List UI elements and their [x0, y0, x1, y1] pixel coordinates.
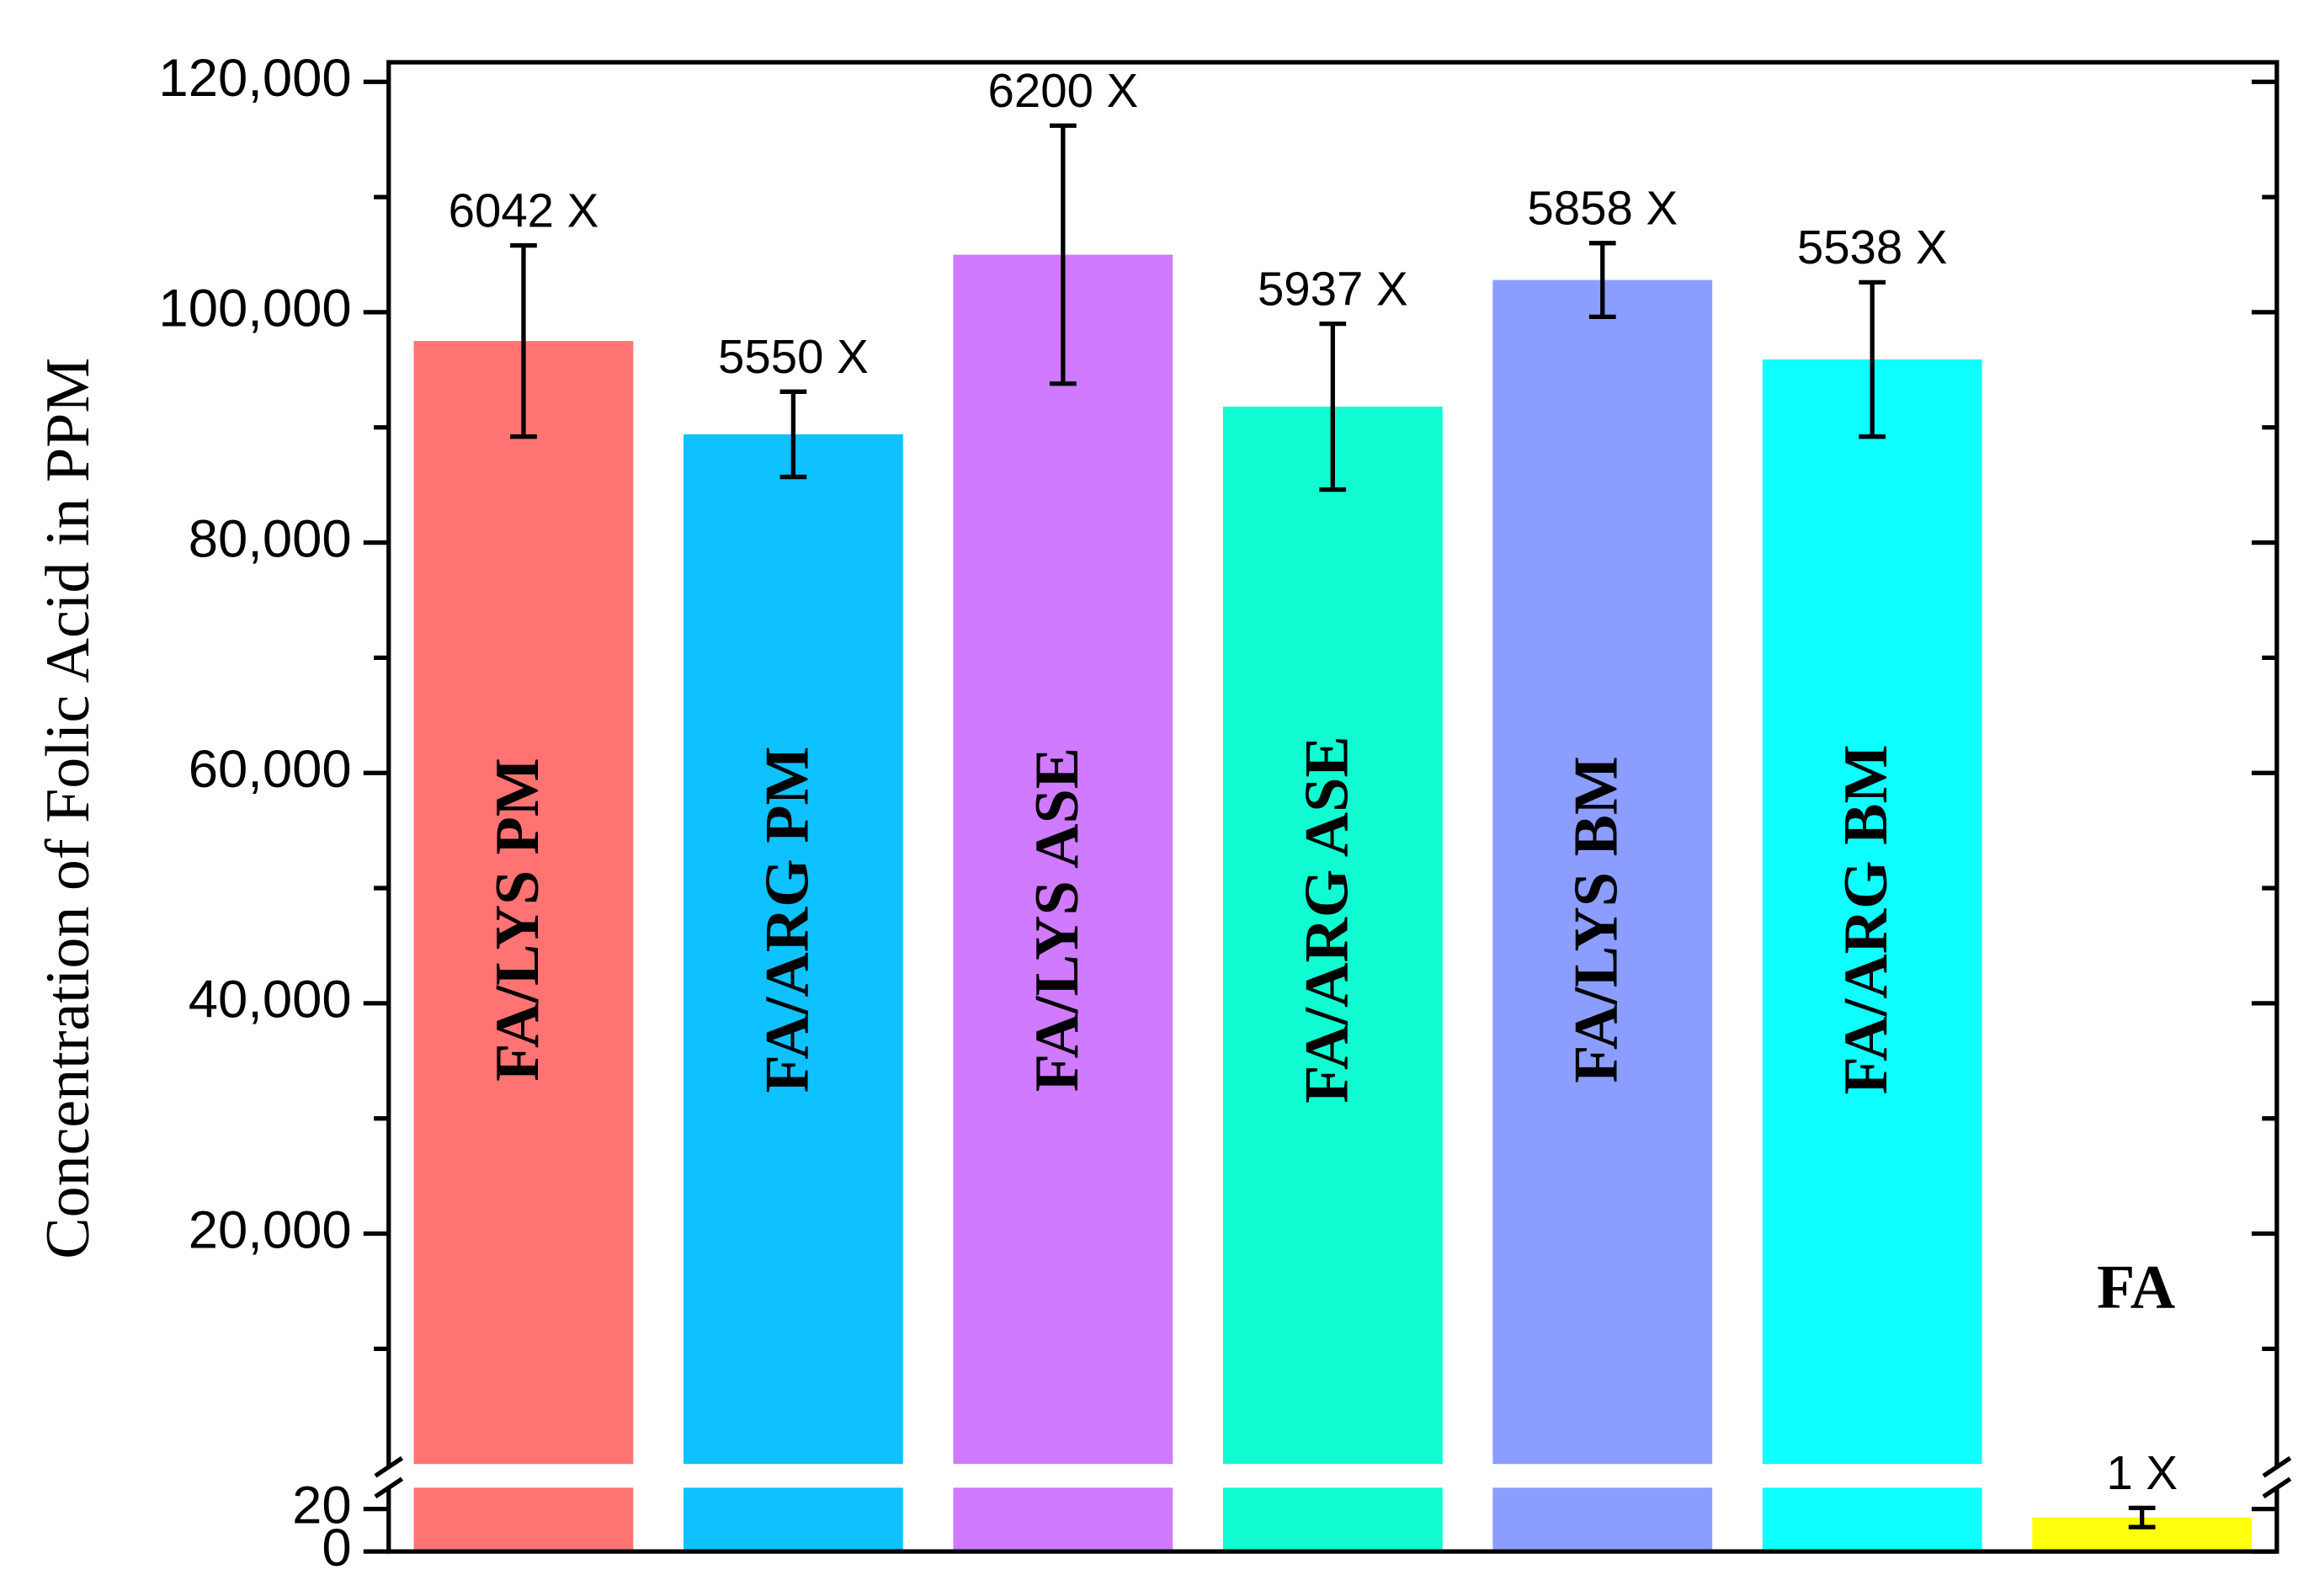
bar-annotation: 5858 X [1527, 182, 1678, 235]
bar [684, 1487, 903, 1552]
axis-break [374, 1476, 404, 1499]
bar-annotation: 5550 X [718, 330, 869, 383]
bar-label: FA/LYS BM [1562, 756, 1631, 1083]
axis-line [386, 1487, 2279, 1554]
bar-annotation: 5538 X [1797, 221, 1948, 274]
axis-break [2262, 1476, 2292, 1499]
error-bar [1859, 279, 1886, 439]
y-tick-label: 80,000 [189, 509, 352, 568]
axis-line [386, 60, 2279, 1467]
bar-label: FA/ARG BM [1832, 745, 1901, 1095]
bar [1762, 359, 1982, 1465]
bar-label: FA [2097, 1253, 2175, 1322]
error-bar [2128, 1505, 2156, 1530]
y-tick-label: 40,000 [189, 971, 352, 1029]
error-bar [510, 242, 537, 439]
y-tick-label: 0 [322, 1519, 351, 1577]
error-bar [779, 389, 807, 480]
bar [953, 254, 1173, 1465]
bar-label: FA/ARG ASE [1292, 736, 1361, 1104]
bar-annotation: 6200 X [988, 64, 1139, 117]
error-bar [1050, 123, 1077, 386]
bar-label: FA/LYS ASE [1023, 747, 1092, 1092]
bar-label: FA/LYS PM [483, 758, 552, 1081]
bar [1222, 407, 1443, 1465]
bar [684, 434, 903, 1465]
bar-label: FA/ARG PM [753, 747, 822, 1093]
y-axis-title: Concentration of Folic Acid in PPM [34, 358, 103, 1259]
y-tick-label: 20,000 [189, 1200, 352, 1259]
bar [953, 1487, 1173, 1552]
axis-break [374, 1455, 404, 1478]
bar [1222, 1487, 1443, 1552]
bar-annotation: 1 X [2106, 1446, 2178, 1499]
bar [1492, 1487, 1713, 1552]
bar [413, 341, 634, 1465]
bar [1762, 1487, 1982, 1552]
bar-annotation: 6042 X [449, 184, 599, 237]
y-tick-label: 120,000 [158, 49, 351, 108]
bar [413, 1487, 634, 1552]
axis-break [2262, 1455, 2292, 1478]
bar-annotation: 5937 X [1258, 262, 1408, 315]
y-tick-label: 100,000 [158, 279, 351, 338]
error-bar [1319, 321, 1347, 492]
y-tick-label: 20 [292, 1476, 352, 1535]
y-tick-label: 60,000 [189, 740, 352, 799]
error-bar [1588, 241, 1616, 320]
bar [1492, 279, 1713, 1465]
